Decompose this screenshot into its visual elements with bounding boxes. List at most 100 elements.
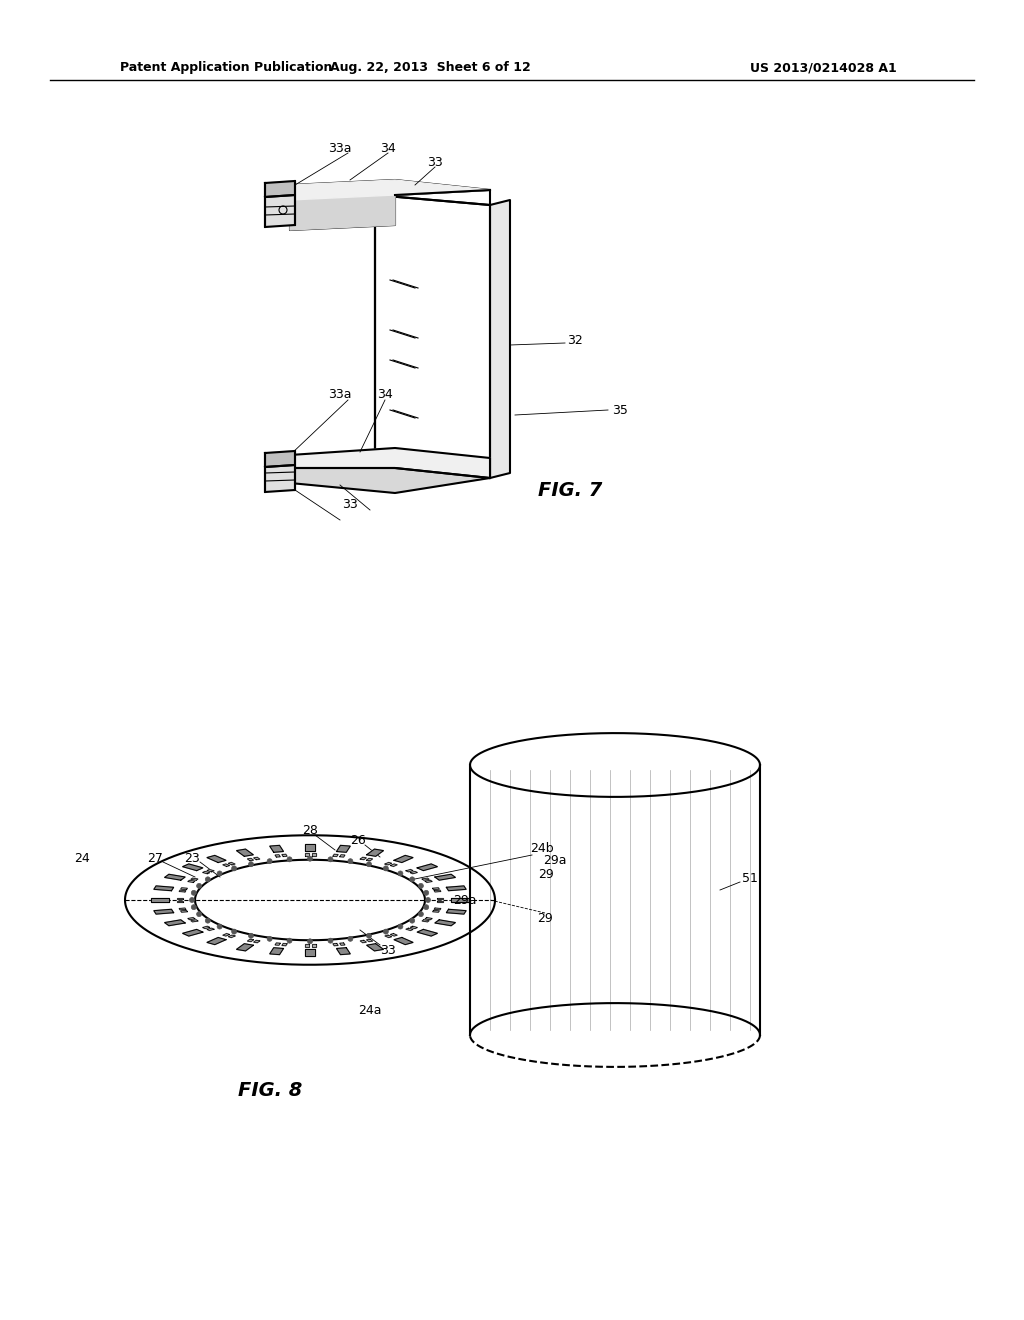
Polygon shape — [290, 180, 490, 201]
Polygon shape — [434, 908, 441, 909]
Polygon shape — [265, 451, 295, 467]
Polygon shape — [437, 900, 443, 902]
Circle shape — [231, 866, 237, 871]
Text: FIG. 8: FIG. 8 — [238, 1081, 302, 1100]
Polygon shape — [265, 181, 295, 197]
Polygon shape — [305, 845, 315, 850]
Polygon shape — [385, 935, 392, 937]
Circle shape — [419, 883, 423, 888]
Polygon shape — [179, 890, 185, 892]
Polygon shape — [187, 917, 195, 920]
Polygon shape — [190, 920, 198, 921]
Polygon shape — [417, 929, 437, 936]
Circle shape — [287, 857, 292, 862]
Polygon shape — [190, 878, 198, 880]
Polygon shape — [417, 863, 437, 871]
Polygon shape — [337, 948, 350, 954]
Polygon shape — [154, 909, 174, 913]
Polygon shape — [304, 944, 308, 946]
Polygon shape — [207, 855, 226, 862]
Polygon shape — [290, 447, 490, 478]
Polygon shape — [282, 854, 287, 857]
Text: 28: 28 — [302, 824, 317, 837]
Circle shape — [267, 936, 272, 941]
Polygon shape — [275, 855, 281, 857]
Circle shape — [231, 929, 237, 935]
Text: 29: 29 — [539, 869, 554, 882]
Circle shape — [424, 890, 429, 895]
Polygon shape — [265, 465, 295, 492]
Text: 35: 35 — [612, 404, 628, 417]
Polygon shape — [290, 195, 395, 230]
Text: 29a: 29a — [544, 854, 566, 866]
Polygon shape — [237, 944, 253, 950]
Text: 32: 32 — [567, 334, 583, 346]
Text: 24b: 24b — [530, 842, 554, 854]
Circle shape — [249, 862, 254, 867]
Text: Patent Application Publication: Patent Application Publication — [120, 62, 333, 74]
Polygon shape — [422, 920, 429, 921]
Polygon shape — [182, 929, 203, 936]
Circle shape — [191, 904, 197, 909]
Circle shape — [189, 898, 195, 903]
Polygon shape — [451, 898, 469, 902]
Polygon shape — [179, 908, 185, 909]
Polygon shape — [390, 933, 397, 936]
Polygon shape — [406, 870, 413, 873]
Text: 33a: 33a — [329, 141, 352, 154]
Text: FIG. 7: FIG. 7 — [538, 480, 602, 499]
Text: 24: 24 — [74, 851, 90, 865]
Polygon shape — [290, 469, 490, 492]
Text: 33a: 33a — [329, 388, 352, 401]
Polygon shape — [425, 880, 432, 883]
Polygon shape — [422, 878, 429, 880]
Text: 23: 23 — [184, 851, 200, 865]
Polygon shape — [275, 942, 281, 945]
Polygon shape — [337, 845, 350, 853]
Polygon shape — [435, 874, 456, 880]
Polygon shape — [269, 845, 284, 853]
Polygon shape — [237, 849, 253, 857]
Polygon shape — [385, 862, 392, 865]
Circle shape — [287, 939, 292, 944]
Circle shape — [367, 862, 372, 867]
Circle shape — [307, 857, 312, 861]
Circle shape — [328, 939, 333, 944]
Polygon shape — [265, 195, 295, 227]
Polygon shape — [446, 909, 466, 913]
Polygon shape — [394, 855, 413, 862]
Text: 33: 33 — [380, 944, 396, 957]
Circle shape — [191, 890, 197, 895]
Circle shape — [217, 871, 222, 876]
Circle shape — [424, 904, 429, 909]
Polygon shape — [390, 863, 397, 866]
Circle shape — [426, 898, 430, 903]
Circle shape — [398, 924, 402, 929]
Polygon shape — [180, 911, 187, 912]
Circle shape — [197, 912, 202, 916]
Circle shape — [205, 919, 210, 923]
Polygon shape — [248, 858, 254, 861]
Text: 24a: 24a — [358, 1003, 382, 1016]
Circle shape — [307, 939, 312, 944]
Polygon shape — [446, 886, 466, 891]
Polygon shape — [223, 933, 229, 936]
Polygon shape — [151, 898, 169, 902]
Circle shape — [348, 859, 353, 863]
Polygon shape — [165, 874, 185, 880]
Polygon shape — [180, 888, 187, 890]
Circle shape — [398, 871, 402, 876]
Polygon shape — [182, 863, 203, 871]
Polygon shape — [432, 888, 439, 890]
Circle shape — [410, 919, 415, 923]
Circle shape — [267, 859, 272, 863]
Text: US 2013/0214028 A1: US 2013/0214028 A1 — [750, 62, 897, 74]
Text: 27: 27 — [147, 851, 163, 865]
Polygon shape — [269, 948, 284, 954]
Circle shape — [419, 912, 423, 916]
Polygon shape — [207, 928, 214, 931]
Polygon shape — [207, 870, 214, 873]
Circle shape — [383, 866, 388, 871]
Polygon shape — [360, 940, 367, 942]
Polygon shape — [360, 857, 367, 859]
